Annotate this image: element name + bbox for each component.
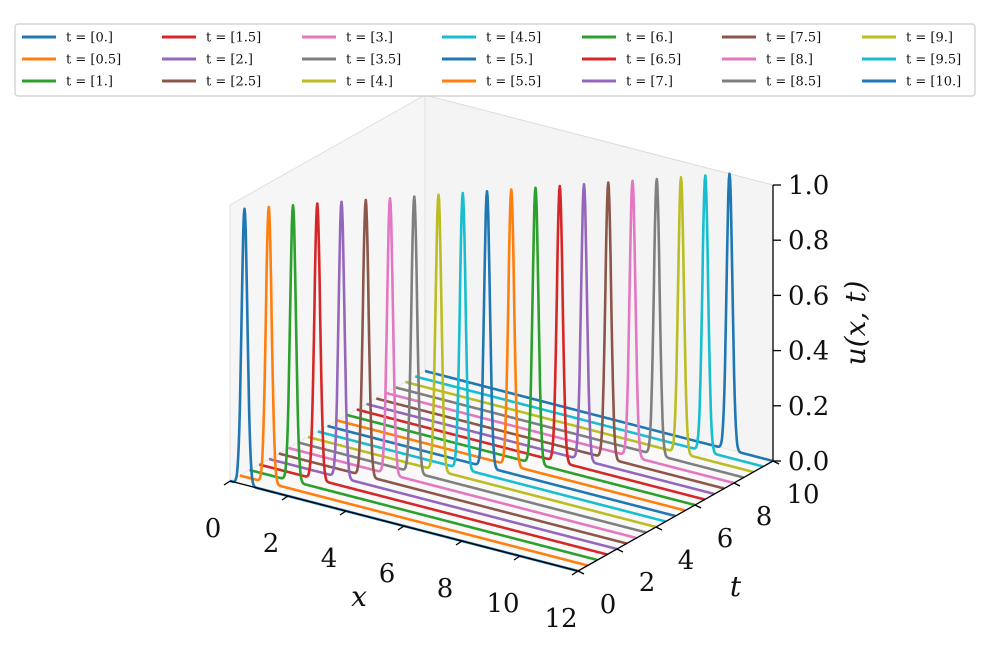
legend-label: t = [7.] [626,75,673,90]
legend-label: t = [10.] [906,75,961,90]
t-tick [577,570,585,575]
series-line [346,186,696,507]
t-tick-label: 2 [639,568,656,598]
axes: 0 2 4 6 8 10 12x 0246810t0.00.20.40.60.81.0u(x,… [205,171,872,634]
series-line [297,195,648,534]
legend-label: t = [1.] [66,75,113,90]
legend: t = [0.] t = [0.5] t = [1.] t = [1.5] t = [2… [14,23,976,97]
t-tick-label: 4 [678,546,695,576]
legend-label: t = [2.] [206,53,253,68]
z-tick-label: 0.6 [788,281,829,311]
legend-label: t = [6.] [626,31,673,46]
legend-label: t = [4.5] [486,31,541,46]
t-tick-label: 8 [756,502,773,532]
series-line [326,190,677,518]
series-line [239,205,589,567]
legend-label: t = [3.] [346,31,393,46]
t-axis-line [577,460,774,572]
series-line [316,191,667,523]
series-line [307,193,657,529]
x-tick [571,570,579,576]
series-line [355,184,706,501]
t-tick-label: 0 [600,590,617,620]
x-tick-label: 10 [486,589,519,619]
legend-frame [14,23,976,97]
series-line [365,183,716,496]
z-tick-label: 1.0 [788,171,829,201]
x-axis-label: x [351,580,367,613]
x-tick [455,540,463,546]
t-axis-label: t [730,570,742,603]
x-tick [223,480,231,486]
t-tick [694,504,702,509]
series-line [287,197,638,540]
z-tick-label: 0.4 [788,337,829,367]
series-line [258,202,609,556]
t-tick-label: 10 [786,480,819,510]
legend-label: t = [4.] [346,75,393,90]
series-line [404,176,755,474]
x-tick-label: 8 [437,574,454,604]
x-tick-label: 6 [379,559,396,589]
legend-label: t = [5.5] [486,75,541,90]
legend-label: t = [5.] [486,53,533,68]
axes-panes [229,94,774,571]
x-tick-label: 0 [205,514,222,544]
series-line [268,200,618,551]
series-line [277,198,628,545]
z-tick-label: 0.2 [788,392,829,422]
series-line [394,177,745,479]
legend-label: t = [3.5] [346,53,401,68]
t-tick [655,526,663,531]
legend-label: t = [0.5] [66,53,121,68]
t-tick-label: 6 [717,524,734,554]
legend-label: t = [9.] [906,31,953,46]
x-tick-label: 4 [321,544,338,574]
t-tick [616,548,624,553]
legend-label: t = [9.5] [906,53,961,68]
legend-label: t = [6.5] [626,53,681,68]
z-tick-label: 0.8 [788,226,829,256]
x-tick [397,525,405,531]
z-tick-label: 0.0 [788,447,829,477]
series-line [248,204,599,562]
legend-label: t = [8.] [766,53,813,68]
legend-label: t = [8.5] [766,75,821,90]
x-tick [513,555,521,561]
legend-label: t = [7.5] [766,31,821,46]
z-axis-label: u(x, t) [839,281,872,366]
plot-area [229,172,774,573]
t-tick [733,482,741,487]
x-tick-label: 12 [544,604,577,634]
legend-label: t = [0.] [66,31,113,46]
x-tick [281,495,289,501]
legend-label: t = [2.5] [206,75,261,90]
x-tick [339,510,347,516]
legend-label: t = [1.5] [206,31,261,46]
x-tick-label: 2 [263,529,280,559]
